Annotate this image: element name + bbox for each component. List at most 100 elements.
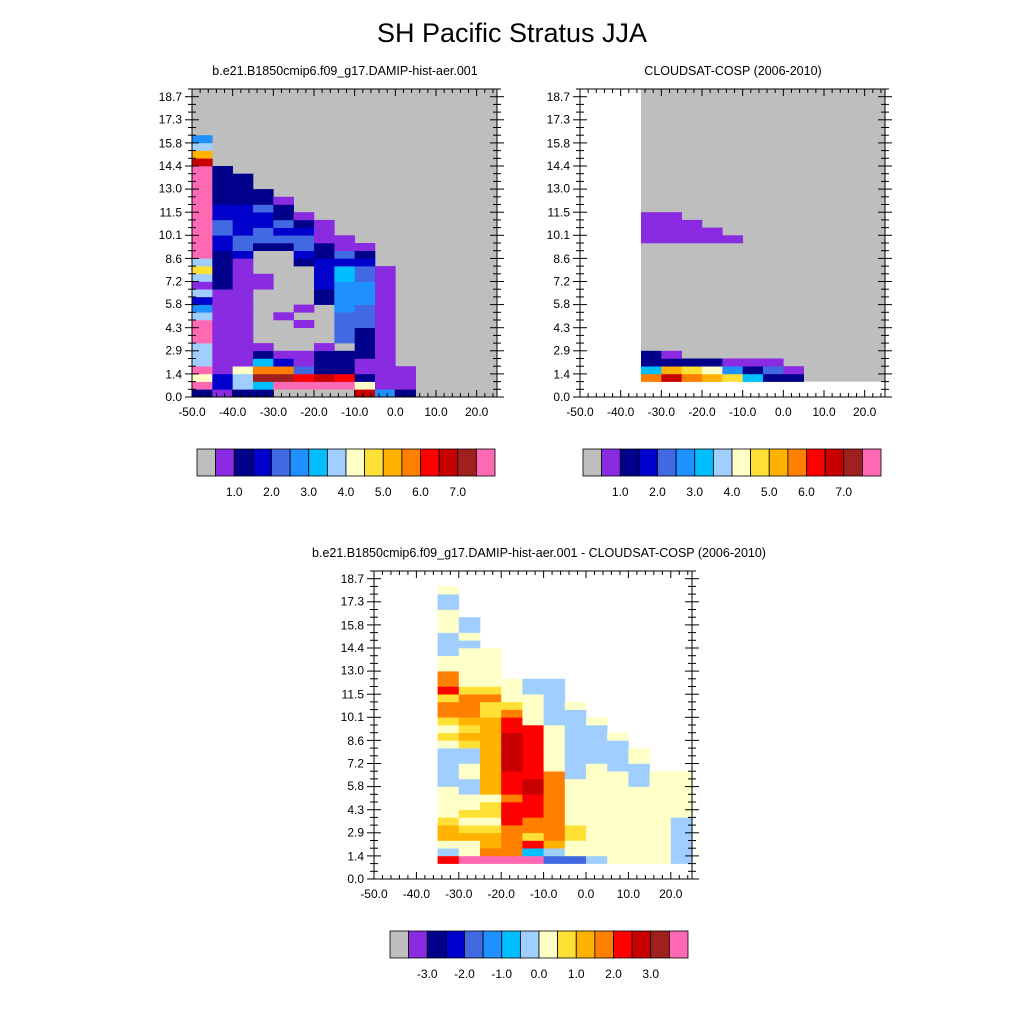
heatmap-cell — [458, 624, 481, 633]
colorbar-label: 3.0 — [686, 485, 703, 499]
y-tick-label: 5.8 — [165, 297, 182, 311]
heatmap-cell — [314, 235, 335, 244]
heatmap-cell — [314, 343, 335, 352]
colorbar-box — [638, 448, 658, 477]
heatmap-cell — [661, 350, 682, 359]
colorbar-box — [657, 448, 677, 477]
heatmap-cell — [501, 848, 523, 857]
heatmap-cell — [722, 358, 743, 367]
colorbar-label: 1.0 — [226, 485, 243, 499]
heatmap-cell — [273, 196, 294, 205]
heatmap-cell — [334, 281, 355, 313]
y-tick-label: 1.4 — [553, 368, 570, 382]
heatmap-cell — [661, 373, 682, 382]
colorbar-box — [594, 930, 614, 959]
heatmap-cell — [458, 694, 481, 703]
heatmap-cell — [375, 366, 396, 390]
heatmap-cell — [253, 343, 274, 352]
heatmap-cell — [437, 817, 460, 826]
heatmap-cell — [501, 825, 523, 834]
heatmap-cell — [354, 343, 376, 359]
heatmap-cell — [314, 289, 335, 305]
heatmap-cell — [437, 609, 460, 626]
y-tick-label: 7.2 — [553, 275, 570, 289]
heatmap-cell — [661, 366, 682, 375]
heatmap-cell — [458, 709, 481, 718]
heatmap-cell — [273, 373, 294, 382]
x-tick-label: -40.0 — [607, 405, 635, 419]
heatmap-cell — [501, 802, 523, 810]
heatmap-cell — [543, 732, 566, 749]
x-tick-label: -30.0 — [260, 405, 288, 419]
heatmap-cell — [232, 219, 254, 236]
heatmap-cell — [232, 258, 254, 275]
heatmap-cell — [334, 312, 355, 344]
heatmap-cell — [192, 266, 213, 275]
heatmap-cell — [522, 740, 544, 749]
colorbar-label: 1.0 — [568, 967, 585, 981]
heatmap-cell — [375, 266, 396, 275]
heatmap-cell — [192, 304, 213, 313]
colorbar-box — [364, 448, 384, 477]
heatmap-cell — [501, 840, 523, 849]
heatmap-cell — [641, 350, 662, 359]
heatmap-cell — [458, 740, 481, 749]
heatmap-cell — [628, 786, 650, 803]
heatmap-cell — [334, 250, 355, 259]
colorbar-box — [613, 930, 633, 959]
heatmap-cell — [543, 855, 566, 864]
heatmap-cell — [253, 381, 274, 390]
heatmap-cell — [522, 794, 544, 810]
heatmap-cell — [192, 366, 213, 375]
heatmap-cell — [458, 701, 481, 710]
heatmap-cell — [253, 373, 274, 382]
heatmap-cell — [212, 389, 233, 398]
heatmap-cell — [543, 755, 566, 772]
x-tick-label: 10.0 — [812, 405, 836, 419]
heatmap-cell — [437, 594, 460, 610]
heatmap-cell — [437, 640, 460, 656]
heatmap-cell — [742, 373, 764, 382]
x-tick-label: -20.0 — [300, 405, 328, 419]
heatmap-cell — [501, 748, 523, 764]
panel-title-difference: b.e21.B1850cmip6.f09_g17.DAMIP-hist-aer.… — [312, 546, 766, 560]
heatmap-cell — [522, 855, 544, 864]
heatmap-cell — [543, 832, 566, 841]
colorbar-box — [824, 448, 845, 477]
heatmap-cell — [354, 304, 376, 328]
heatmap-cell — [192, 158, 213, 167]
heatmap-cell — [628, 802, 650, 857]
heatmap-cell — [354, 327, 376, 344]
colorbar-box — [457, 448, 477, 477]
heatmap-cell — [458, 617, 481, 626]
heatmap-cell — [212, 327, 233, 352]
heatmap-cell — [437, 725, 460, 733]
heatmap-cell — [293, 250, 315, 259]
heatmap-cell — [480, 825, 502, 834]
y-tick-label: 17.3 — [159, 112, 183, 126]
heatmap-cell — [564, 771, 587, 780]
heatmap-cell — [480, 855, 502, 864]
heatmap-cell — [501, 786, 523, 795]
heatmap-cell — [522, 678, 544, 687]
heatmap-cell — [293, 235, 315, 244]
y-tick-label: 13.0 — [547, 181, 571, 195]
heatmap-cell — [480, 694, 502, 703]
heatmap-cell — [742, 366, 764, 375]
heatmap-cell — [586, 748, 608, 764]
colorbar-box — [475, 448, 496, 477]
heatmap-cell — [458, 840, 481, 849]
heatmap-cell — [354, 281, 376, 305]
y-tick-label: 1.4 — [347, 850, 364, 864]
heatmap-cell — [564, 755, 587, 764]
heatmap-cell — [564, 809, 587, 826]
heatmap-cell — [522, 825, 544, 834]
heatmap-cell — [564, 725, 587, 733]
heatmap-cell — [522, 809, 544, 818]
colorbar-box — [712, 448, 733, 477]
heatmap-cell — [522, 732, 544, 741]
heatmap-cell — [543, 678, 566, 687]
heatmap-cell — [232, 173, 254, 190]
colorbar-label: 5.0 — [761, 485, 778, 499]
